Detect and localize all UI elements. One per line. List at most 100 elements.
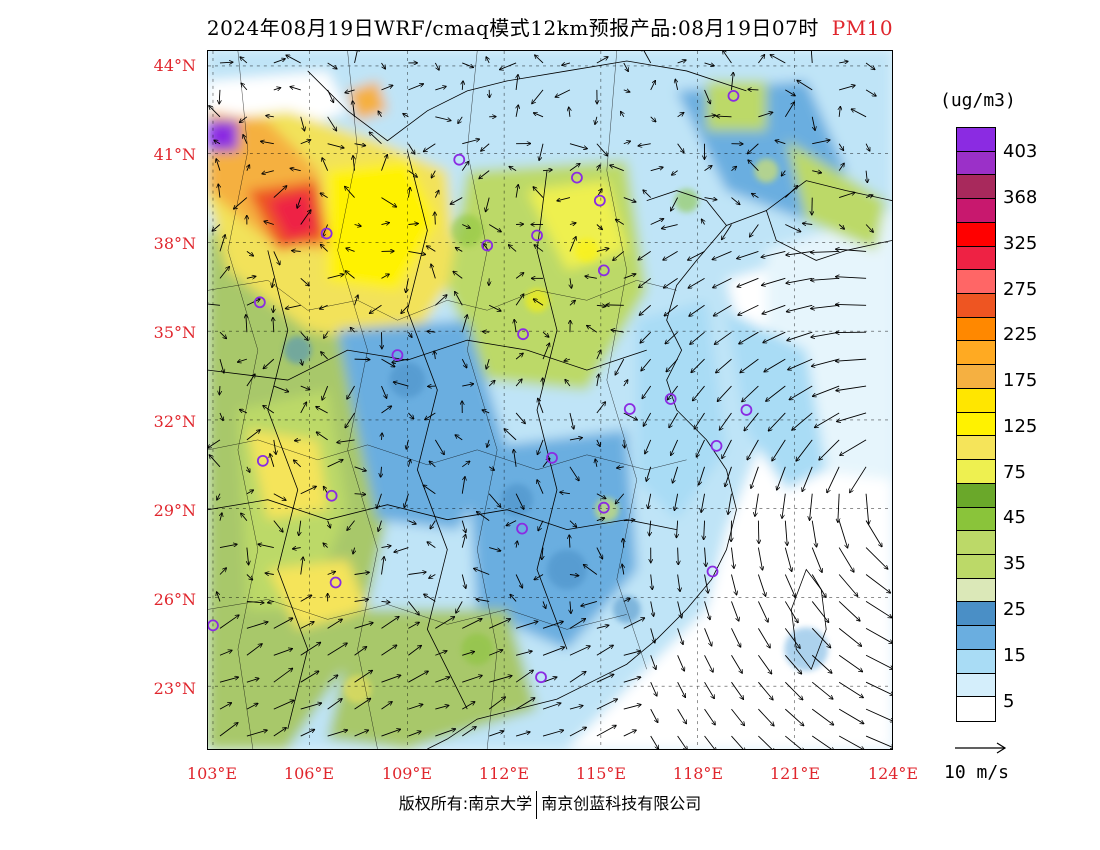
wind-vector bbox=[247, 165, 249, 171]
wind-vector bbox=[569, 466, 579, 481]
map-canvas bbox=[208, 51, 892, 749]
wind-vector bbox=[354, 51, 358, 64]
wind-vector bbox=[515, 651, 532, 656]
wind-vector bbox=[243, 135, 248, 144]
wind-vector bbox=[353, 547, 355, 554]
wind-vector bbox=[642, 51, 652, 64]
wind-vector bbox=[865, 681, 892, 695]
wind-vector bbox=[569, 727, 586, 737]
wind-vectors bbox=[208, 51, 892, 749]
wind-vector bbox=[811, 520, 816, 547]
wind-vector bbox=[784, 186, 797, 198]
colorbar-cell bbox=[957, 388, 995, 413]
wind-vector bbox=[690, 331, 705, 344]
lat-label: 23°N bbox=[153, 679, 196, 698]
wind-vector bbox=[219, 267, 229, 279]
wind-vector bbox=[838, 654, 862, 671]
colorbar-label: 125 bbox=[1003, 416, 1038, 437]
wind-vector bbox=[273, 88, 281, 90]
wind-vector bbox=[542, 343, 549, 360]
site-marker bbox=[571, 171, 583, 184]
wind-vector bbox=[542, 170, 552, 171]
wind-vector bbox=[666, 358, 678, 371]
wind-vector bbox=[534, 574, 544, 580]
wind-vector bbox=[300, 671, 319, 683]
wind-vector bbox=[838, 224, 844, 229]
wind-vector bbox=[663, 251, 678, 260]
wind-vector bbox=[219, 723, 238, 737]
wind-vector bbox=[461, 535, 465, 548]
wind-vector bbox=[777, 466, 786, 490]
wind-vector bbox=[584, 565, 598, 575]
wind-vector bbox=[704, 166, 712, 172]
wind-vector bbox=[515, 273, 523, 279]
wind-vector bbox=[722, 439, 732, 458]
wind-vector bbox=[208, 439, 221, 448]
wind-vector bbox=[381, 617, 398, 629]
wind-vector bbox=[345, 271, 355, 279]
wind-vector bbox=[839, 107, 840, 117]
colorbar-cell bbox=[957, 626, 995, 650]
wind-vector bbox=[370, 304, 382, 313]
wind-vector bbox=[569, 520, 576, 527]
wind-vector bbox=[597, 439, 600, 446]
wind-vector bbox=[569, 164, 580, 172]
site-marker bbox=[325, 489, 338, 502]
colorbar-cell bbox=[957, 222, 995, 247]
wind-vector bbox=[650, 116, 656, 122]
colorbar-cell bbox=[957, 697, 995, 721]
wind-vector bbox=[408, 412, 413, 419]
wind-vector bbox=[542, 331, 549, 337]
lon-label: 115°E bbox=[575, 764, 627, 783]
site-marker bbox=[481, 239, 494, 252]
wind-vector bbox=[613, 251, 625, 260]
wind-vector bbox=[535, 55, 544, 64]
wind-vector bbox=[515, 294, 524, 306]
boundaries-fine bbox=[208, 51, 687, 749]
wind-vector bbox=[408, 84, 423, 91]
lat-label: 44°N bbox=[153, 56, 196, 75]
wind-vector bbox=[477, 512, 490, 522]
wind-vector bbox=[675, 79, 677, 90]
wind-vector bbox=[486, 197, 490, 212]
monitoring-sites bbox=[208, 89, 753, 684]
wind-vector bbox=[725, 466, 732, 487]
wind-vector bbox=[865, 627, 892, 643]
wind-vector bbox=[435, 617, 454, 629]
wind-vector bbox=[788, 358, 813, 370]
wind-vector bbox=[219, 650, 232, 656]
wind-vector bbox=[408, 224, 418, 225]
wind-vector bbox=[811, 628, 830, 647]
boundaries bbox=[208, 60, 892, 749]
wind-vector bbox=[542, 703, 561, 710]
wind-vector bbox=[720, 412, 732, 430]
wind-vector bbox=[802, 466, 813, 492]
wind-vector bbox=[219, 62, 233, 63]
wind-vector bbox=[646, 466, 652, 481]
wind-vector bbox=[322, 158, 329, 171]
wind-vector bbox=[838, 163, 844, 171]
wind-vector bbox=[662, 224, 678, 229]
wind-vector bbox=[731, 73, 733, 90]
wind-vector bbox=[639, 277, 651, 287]
wind-vector bbox=[786, 277, 813, 283]
wind-vector bbox=[677, 681, 686, 697]
wind-vector bbox=[678, 547, 679, 565]
wind-vector bbox=[509, 245, 517, 252]
wind-vector bbox=[811, 251, 840, 252]
wind-vector bbox=[381, 557, 384, 575]
wind-vector bbox=[263, 406, 275, 414]
wind-vector bbox=[596, 350, 601, 360]
wind-vector bbox=[392, 358, 409, 362]
wind-vector bbox=[246, 730, 267, 737]
wind-vector bbox=[354, 572, 369, 574]
wind-vector bbox=[595, 116, 597, 124]
wind-vector bbox=[220, 513, 222, 521]
wind-vector bbox=[217, 493, 220, 500]
wind-vector bbox=[219, 331, 226, 338]
wind-vector bbox=[622, 564, 624, 575]
wind-vector bbox=[327, 62, 337, 69]
wind-vector bbox=[504, 429, 517, 441]
wind-vector bbox=[354, 599, 369, 601]
wind-vector bbox=[300, 331, 308, 340]
